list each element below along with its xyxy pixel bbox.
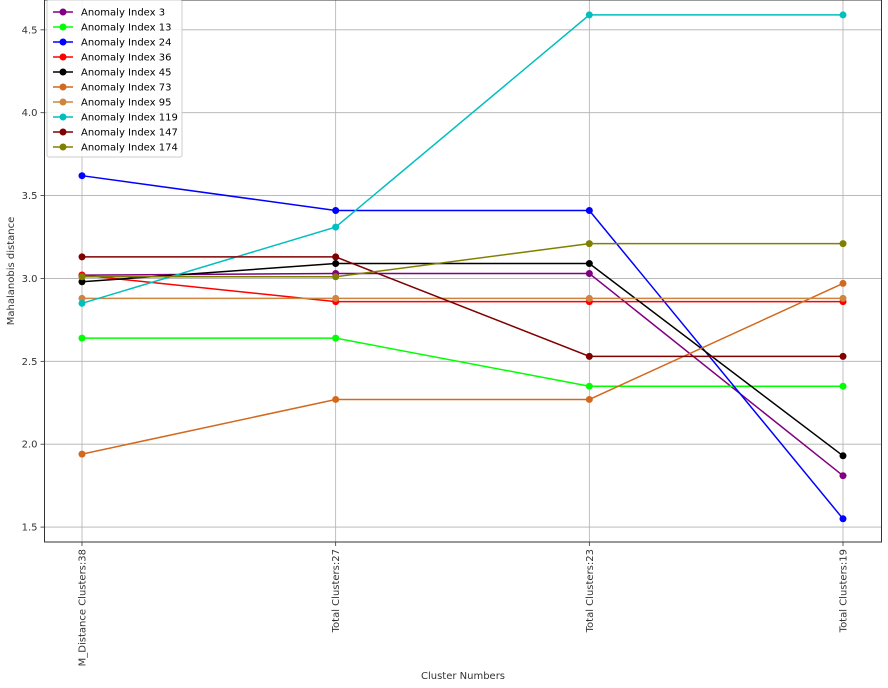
legend-marker (59, 113, 67, 121)
data-point (839, 452, 847, 460)
legend: Anomaly Index 3 Anomaly Index 13 Anomaly I… (46, 0, 183, 158)
series-line (81, 14, 843, 305)
legend-label: Anomaly Index 45 (81, 68, 171, 79)
legend-marker (59, 128, 67, 136)
data-point (332, 253, 340, 261)
series-line (81, 262, 844, 457)
data-point (78, 334, 86, 342)
data-point (332, 273, 340, 281)
legend-label: Anomaly Index 3 (81, 8, 165, 19)
x-tick-label: Total Clusters:23 (585, 549, 596, 633)
series-line (81, 174, 844, 520)
data-point (332, 260, 340, 268)
data-point (585, 269, 593, 277)
legend-marker (59, 8, 67, 16)
y-tick-label: 4.5 (22, 25, 38, 36)
data-point (332, 223, 340, 231)
legend-label: Anomaly Index 36 (81, 53, 171, 64)
legend-marker (59, 98, 67, 106)
data-point (78, 253, 86, 261)
legend-label: Anomaly Index 147 (81, 128, 178, 139)
data-point (839, 240, 847, 248)
x-axis-label: Cluster Numbers (421, 671, 505, 682)
series-line (82, 242, 843, 278)
data-point (78, 172, 86, 180)
series-lines (78, 11, 847, 523)
legend-label: Anomaly Index 73 (81, 83, 171, 94)
plot-frame (44, 0, 882, 543)
legend-marker (59, 83, 67, 91)
data-point (332, 334, 340, 342)
x-tick-label: Total Clusters:27 (331, 549, 342, 633)
data-point (839, 11, 847, 19)
data-point (332, 294, 340, 302)
series-line (82, 256, 843, 358)
legend-marker (59, 53, 67, 61)
y-tick-label: 2.0 (22, 440, 38, 451)
data-point (585, 352, 593, 360)
data-point (332, 395, 340, 403)
y-axis-ticks: 1.5 2.0 2.5 3.0 3.5 4.0 4.5 (22, 25, 45, 534)
legend-label: Anomaly Index 24 (81, 38, 171, 49)
series-line (81, 274, 843, 303)
series-line (81, 282, 844, 455)
y-tick-label: 2.5 (22, 357, 38, 368)
data-point (839, 294, 847, 302)
data-point (839, 352, 847, 360)
data-point (585, 382, 593, 390)
data-point (78, 450, 86, 458)
data-point (78, 299, 86, 307)
data-point (585, 260, 593, 268)
y-tick-label: 1.5 (22, 523, 38, 534)
data-point (585, 207, 593, 215)
y-tick-label: 4.0 (22, 108, 38, 119)
legend-label: Anomaly Index 13 (81, 23, 171, 34)
legend-marker (59, 143, 67, 151)
y-tick-label: 3.0 (22, 274, 38, 285)
y-tick-label: 3.5 (22, 191, 38, 202)
data-point (839, 472, 847, 480)
data-point (78, 273, 86, 281)
data-point (585, 294, 593, 302)
x-tick-label: M_Distance Clusters:38 (78, 549, 89, 666)
legend-marker (59, 38, 67, 46)
data-point (839, 382, 847, 390)
data-point (585, 11, 593, 19)
legend-label: Anomaly Index 174 (81, 143, 178, 154)
legend-label: Anomaly Index 95 (81, 98, 171, 109)
grid-lines (44, 0, 882, 542)
data-point (78, 278, 86, 286)
x-axis-ticks: M_Distance Clusters:38 Total Clusters:27 T… (78, 542, 850, 666)
legend-box (46, 0, 183, 158)
data-point (585, 395, 593, 403)
y-axis-label: Mahalanobis distance (6, 217, 17, 325)
series-line (81, 272, 844, 477)
data-point (839, 515, 847, 523)
legend-marker (59, 68, 67, 76)
data-point (585, 240, 593, 248)
data-point (332, 207, 340, 215)
data-point (78, 294, 86, 302)
series-line (82, 337, 843, 387)
legend-label: Anomaly Index 119 (81, 113, 178, 124)
data-point (839, 279, 847, 287)
x-tick-label: Total Clusters:19 (839, 549, 850, 633)
legend-marker (59, 23, 67, 31)
